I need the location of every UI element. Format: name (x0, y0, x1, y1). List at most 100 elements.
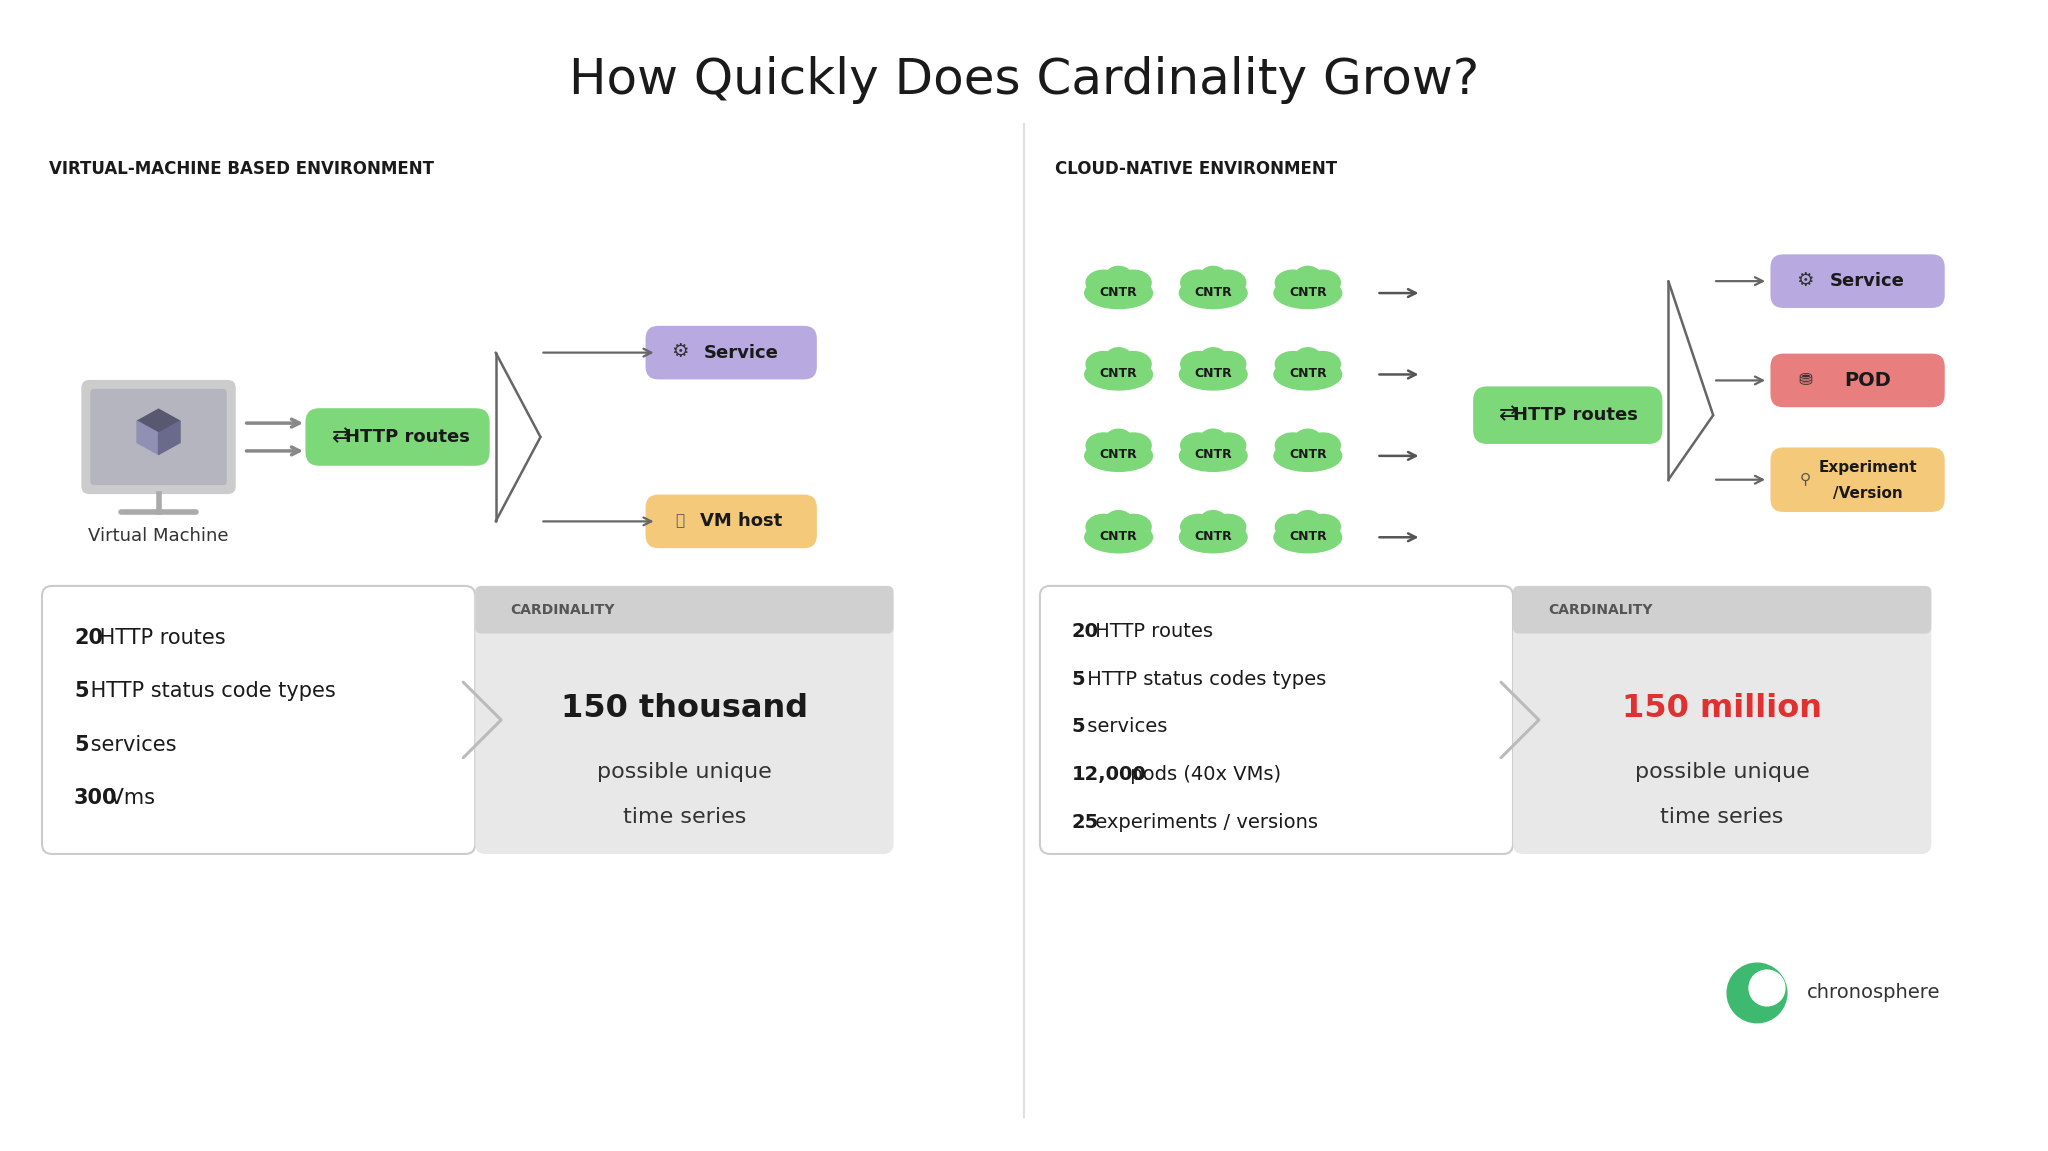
Text: 25: 25 (1071, 813, 1100, 832)
Text: ⬛: ⬛ (676, 513, 684, 528)
Text: HTTP status code types: HTTP status code types (84, 681, 336, 701)
Text: 5: 5 (74, 734, 88, 755)
Text: Virtual Machine: Virtual Machine (88, 527, 229, 544)
Ellipse shape (1294, 266, 1323, 291)
Text: possible unique: possible unique (598, 762, 772, 782)
Text: VIRTUAL-MACHINE BASED ENVIRONMENT: VIRTUAL-MACHINE BASED ENVIRONMENT (49, 160, 434, 178)
Text: CNTR: CNTR (1100, 285, 1137, 298)
Text: CNTR: CNTR (1288, 529, 1327, 543)
Text: ⚙: ⚙ (1796, 270, 1815, 290)
FancyBboxPatch shape (1473, 387, 1663, 444)
FancyBboxPatch shape (1040, 586, 1513, 854)
Polygon shape (137, 421, 158, 455)
Text: CNTR: CNTR (1100, 449, 1137, 462)
Text: CNTR: CNTR (1288, 367, 1327, 380)
FancyBboxPatch shape (305, 409, 489, 466)
Polygon shape (158, 421, 180, 455)
Ellipse shape (1276, 351, 1311, 376)
Text: ⇄: ⇄ (332, 426, 350, 447)
Text: services: services (84, 734, 176, 755)
Ellipse shape (1085, 359, 1153, 390)
FancyBboxPatch shape (90, 389, 227, 486)
Ellipse shape (1305, 433, 1339, 458)
Ellipse shape (1210, 270, 1245, 295)
Ellipse shape (1274, 441, 1341, 472)
Ellipse shape (1104, 348, 1133, 373)
Text: CNTR: CNTR (1194, 367, 1233, 380)
Ellipse shape (1180, 359, 1247, 390)
Ellipse shape (1085, 277, 1153, 308)
Text: Service: Service (705, 344, 778, 361)
Circle shape (1749, 970, 1786, 1006)
Text: 300: 300 (74, 788, 117, 808)
Text: How Quickly Does Cardinality Grow?: How Quickly Does Cardinality Grow? (569, 55, 1479, 104)
Ellipse shape (1085, 270, 1122, 295)
Ellipse shape (1305, 351, 1339, 376)
Text: HTTP routes: HTTP routes (1090, 622, 1212, 641)
Ellipse shape (1182, 514, 1217, 539)
Text: 20: 20 (1071, 622, 1100, 641)
FancyBboxPatch shape (1513, 586, 1931, 633)
Text: ⛃: ⛃ (1798, 371, 1812, 388)
Ellipse shape (1274, 277, 1341, 308)
Ellipse shape (1294, 429, 1323, 453)
Text: 5: 5 (74, 681, 88, 701)
FancyBboxPatch shape (475, 586, 893, 633)
Text: Service: Service (1831, 272, 1905, 290)
FancyBboxPatch shape (1769, 254, 1946, 308)
FancyBboxPatch shape (82, 380, 236, 494)
Ellipse shape (1085, 441, 1153, 472)
FancyBboxPatch shape (1769, 353, 1946, 407)
FancyBboxPatch shape (1513, 586, 1931, 854)
Ellipse shape (1305, 270, 1339, 295)
Text: /Version: /Version (1833, 486, 1903, 501)
Ellipse shape (1085, 351, 1122, 376)
Ellipse shape (1198, 348, 1227, 373)
Text: ⚙: ⚙ (670, 342, 688, 361)
Text: CNTR: CNTR (1194, 449, 1233, 462)
FancyBboxPatch shape (645, 326, 817, 380)
Ellipse shape (1274, 521, 1341, 552)
Ellipse shape (1294, 511, 1323, 535)
Ellipse shape (1116, 351, 1151, 376)
Text: 20: 20 (74, 627, 102, 648)
Text: HTTP status codes types: HTTP status codes types (1081, 670, 1325, 688)
Ellipse shape (1180, 277, 1247, 308)
Ellipse shape (1116, 514, 1151, 539)
Text: services: services (1081, 717, 1167, 737)
Ellipse shape (1274, 359, 1341, 390)
Text: POD: POD (1843, 371, 1890, 390)
Ellipse shape (1198, 266, 1227, 291)
Text: 5: 5 (1071, 670, 1085, 688)
Polygon shape (137, 410, 180, 433)
Ellipse shape (1198, 429, 1227, 453)
Text: experiments / versions: experiments / versions (1090, 813, 1319, 832)
Ellipse shape (1210, 433, 1245, 458)
Text: 5: 5 (1071, 717, 1085, 737)
Text: CARDINALITY: CARDINALITY (510, 603, 614, 617)
Ellipse shape (1085, 514, 1122, 539)
Ellipse shape (1276, 433, 1311, 458)
Text: CARDINALITY: CARDINALITY (1548, 603, 1653, 617)
Ellipse shape (1104, 266, 1133, 291)
Text: pods (40x VMs): pods (40x VMs) (1124, 765, 1282, 784)
Text: HTTP routes: HTTP routes (1513, 406, 1638, 425)
Text: possible unique: possible unique (1634, 762, 1810, 782)
Text: time series: time series (623, 807, 745, 828)
Text: Experiment: Experiment (1819, 460, 1917, 475)
Text: 12,000: 12,000 (1071, 765, 1147, 784)
Text: time series: time series (1661, 807, 1784, 828)
Circle shape (1726, 963, 1788, 1023)
Text: HTTP routes: HTTP routes (344, 428, 469, 445)
Text: CNTR: CNTR (1100, 367, 1137, 380)
Ellipse shape (1180, 521, 1247, 552)
Ellipse shape (1104, 511, 1133, 535)
Text: ⚲: ⚲ (1800, 471, 1810, 486)
Ellipse shape (1182, 433, 1217, 458)
Text: HTTP routes: HTTP routes (94, 627, 225, 648)
Ellipse shape (1116, 433, 1151, 458)
Ellipse shape (1276, 270, 1311, 295)
FancyBboxPatch shape (475, 586, 893, 854)
Ellipse shape (1116, 270, 1151, 295)
FancyBboxPatch shape (645, 495, 817, 548)
